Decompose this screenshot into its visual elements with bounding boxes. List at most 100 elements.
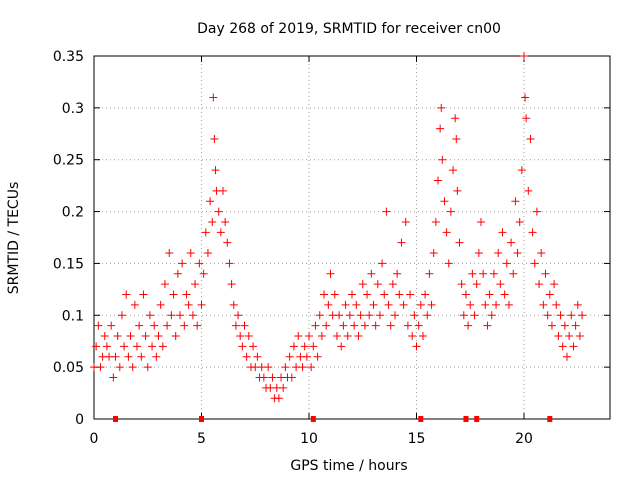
zero-marker [418,416,424,422]
data-point [156,300,165,309]
plot-frame [93,55,611,420]
data-point [403,321,412,330]
data-point [388,280,397,289]
data-point [115,363,124,372]
data-point [532,207,541,216]
data-point [563,352,571,361]
data-point [124,352,133,361]
data-point [565,332,574,341]
data-point [300,342,309,351]
data-point [477,217,485,226]
data-point [165,249,174,258]
x-axis-label: GPS time / hours [290,458,407,474]
data-point [479,269,488,278]
data-point [236,332,245,341]
data-point [182,290,191,299]
data-point [386,321,395,330]
data-point [109,373,118,382]
grid-lines [94,56,610,419]
data-point [363,290,372,299]
x-tick-label: 15 [408,431,426,447]
data-point [203,249,212,258]
data-point [139,290,148,299]
data-point [438,155,447,164]
data-point [294,332,303,341]
zero-marker [310,416,316,422]
data-point [186,249,195,258]
data-point [393,269,402,278]
data-point [281,363,290,372]
data-point [401,217,410,226]
data-point [264,363,273,372]
data-point [421,290,430,299]
data-point [350,321,359,330]
data-point [145,311,154,320]
data-point [502,259,511,268]
y-axis-label: SRMTID / TECUs [6,182,22,295]
data-point [94,321,103,330]
data-point [111,352,120,361]
zero-marker [474,416,480,422]
data-point [358,280,367,289]
data-point [238,342,247,351]
data-point [539,300,548,309]
data-point [382,207,391,216]
data-point [578,311,587,320]
data-point [575,332,584,341]
data-point [240,321,249,330]
data-point [180,321,189,330]
data-point [128,363,137,372]
data-point [289,342,298,351]
data-point [464,321,473,330]
data-point [384,300,393,309]
data-point [537,249,546,258]
data-point [341,300,350,309]
data-point [418,332,427,341]
data-point [520,52,528,60]
data-point [96,363,105,372]
data-point [122,290,131,299]
data-point [446,207,455,216]
data-point [274,394,283,403]
data-point [416,300,425,309]
data-point [457,280,466,289]
data-point [253,352,262,361]
data-point [410,311,419,320]
data-point [489,269,498,278]
data-point [485,290,494,299]
y-tick-label: 0.05 [53,360,84,376]
data-point [219,186,227,195]
data-point [444,259,453,268]
y-tick-label: 0.2 [62,205,84,221]
data-point [513,249,522,258]
data-point [436,124,445,133]
data-point [466,300,475,309]
data-point [199,269,208,278]
data-point [326,269,335,278]
data-point [348,290,356,299]
data-point [126,332,135,341]
data-point [522,114,531,123]
data-point [193,321,202,330]
data-point [437,103,446,112]
data-point [191,280,200,289]
data-point [117,311,126,320]
x-tick-label: 0 [90,431,99,447]
zero-marker [113,416,118,422]
data-point [468,269,477,278]
data-point [335,311,344,320]
data-point [412,342,421,351]
data-point [371,321,380,330]
data-point [554,332,563,341]
data-point [345,311,354,320]
data-point [154,332,163,341]
data-point [163,321,172,330]
data-point [343,332,352,341]
data-point [459,311,468,320]
data-point [234,311,243,320]
data-point [507,238,516,247]
data-point [320,290,329,299]
data-point [302,352,311,361]
data-point [423,311,432,320]
x-tick-label: 5 [197,431,206,447]
